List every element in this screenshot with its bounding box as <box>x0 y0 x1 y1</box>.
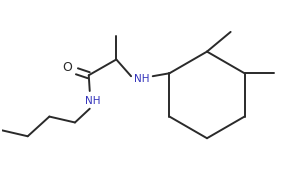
Text: NH: NH <box>134 74 150 84</box>
Text: O: O <box>62 61 72 74</box>
Text: NH: NH <box>85 96 100 106</box>
